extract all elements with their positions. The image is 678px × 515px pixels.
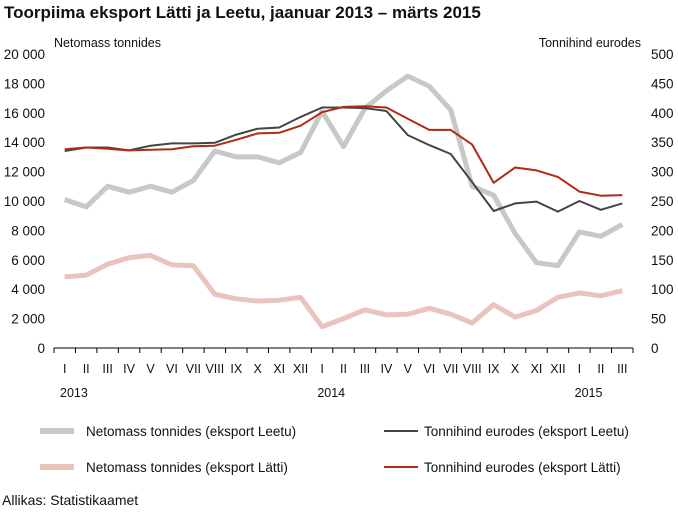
right-tick-label: 300 (651, 165, 674, 180)
series-line-netomass-tonnides-eksport-l-tti (64, 252, 623, 330)
legend-label: Netomass tonnides (eksport Lätti) (86, 460, 288, 475)
year-label: 2015 (575, 386, 603, 400)
legend-label: Tonnihind eurodes (eksport Leetu) (424, 424, 629, 439)
right-tick-label: 450 (651, 76, 674, 91)
year-label: 2014 (317, 386, 345, 400)
year-label: 2013 (60, 386, 88, 400)
left-tick-label: 14 000 (4, 135, 45, 150)
right-tick-label: 100 (651, 282, 674, 297)
x-tick-label: VII (186, 362, 201, 376)
right-tick-label: 0 (651, 341, 659, 356)
right-tick-label: 250 (651, 194, 674, 209)
left-tick-label: 4 000 (11, 282, 45, 297)
legend-label: Tonnihind eurodes (eksport Lätti) (424, 460, 621, 475)
left-tick-label: 2 000 (11, 312, 45, 327)
x-tick-label: III (102, 362, 112, 376)
x-tick-label: I (320, 362, 323, 376)
left-axis-title: Netomass tonnides (54, 36, 161, 50)
left-tick-label: 6 000 (11, 253, 45, 268)
x-tick-label: IV (380, 362, 392, 376)
x-tick-label: IX (488, 362, 500, 376)
right-tick-label: 200 (651, 223, 674, 238)
x-tick-label: III (617, 362, 627, 376)
line-chart: Netomass tonnides Tonnihind eurodes 0 2 000… (4, 36, 674, 475)
x-tick-label: I (578, 362, 581, 376)
right-tick-label: 50 (651, 312, 666, 327)
right-tick-label: 400 (651, 106, 674, 121)
right-axis-title: Tonnihind eurodes (539, 36, 641, 50)
x-tick-label: II (83, 362, 90, 376)
source-note: Allikas: Statistikaamet (2, 492, 139, 508)
series-line-tonnihind-eurodes-eksport-l-tti (64, 105, 623, 197)
x-tick-label: VII (443, 362, 458, 376)
left-tick-label: 20 000 (4, 47, 45, 62)
x-tick-label: V (146, 362, 155, 376)
left-tick-label: 0 (37, 341, 45, 356)
x-tick-label: VI (423, 362, 435, 376)
x-tick-label: II (340, 362, 347, 376)
x-tick-label: XII (293, 362, 308, 376)
left-tick-label: 16 000 (4, 106, 45, 121)
series-line-tonnihind-eurodes-eksport-leetu (64, 106, 623, 213)
x-tick-label: VI (166, 362, 178, 376)
x-tick-label: III (360, 362, 370, 376)
x-tick-label: V (404, 362, 413, 376)
chart-title: Toorpiima eksport Lätti ja Leetu, jaanua… (4, 3, 481, 22)
x-tick-label: VIII (463, 362, 482, 376)
x-tick-label: VIII (205, 362, 224, 376)
x-tick-label: XI (531, 362, 543, 376)
x-tick-label: X (511, 362, 520, 376)
x-tick-label: II (597, 362, 604, 376)
left-tick-label: 12 000 (4, 165, 45, 180)
right-tick-label: 500 (651, 47, 674, 62)
x-tick-label: XII (550, 362, 565, 376)
right-tick-label: 150 (651, 253, 674, 268)
left-tick-label: 18 000 (4, 76, 45, 91)
x-tick-label: I (63, 362, 66, 376)
legend-label: Netomass tonnides (eksport Leetu) (86, 424, 296, 439)
right-tick-label: 350 (651, 135, 674, 150)
series-line-netomass-tonnides-eksport-leetu (63, 73, 624, 269)
left-tick-label: 8 000 (11, 223, 45, 238)
x-tick-label: IV (123, 362, 135, 376)
x-tick-label: XI (273, 362, 285, 376)
left-tick-label: 10 000 (4, 194, 45, 209)
x-tick-label: IX (230, 362, 242, 376)
x-tick-label: X (254, 362, 263, 376)
